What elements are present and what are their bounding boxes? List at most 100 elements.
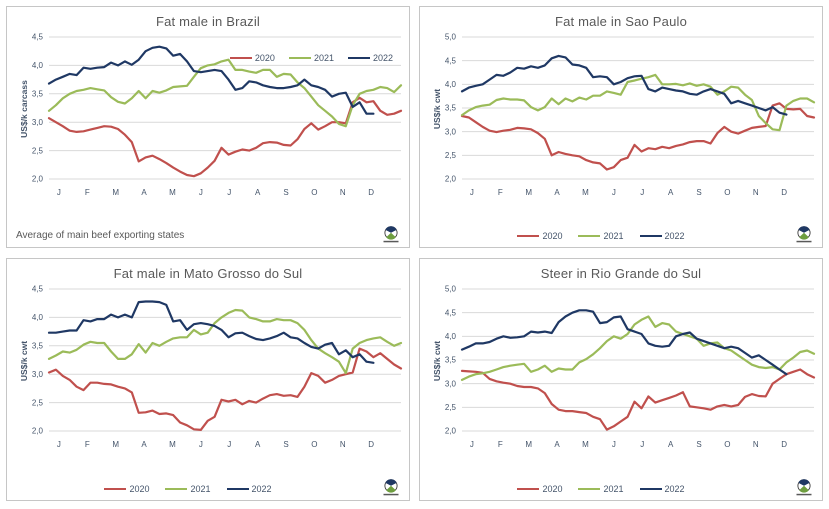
y-tick-label: 4,5 <box>32 33 44 42</box>
legend-label: 2021 <box>190 484 211 494</box>
series-line-2020 <box>47 347 403 431</box>
legend-item-2020: 2020 <box>517 231 562 241</box>
legend-item-2022: 2022 <box>639 484 685 494</box>
y-tick-label: 4,5 <box>445 308 457 317</box>
y-tick-label: 2,5 <box>445 151 457 160</box>
y-tick-label: 5,0 <box>445 33 457 42</box>
series-line-2020 <box>460 102 816 171</box>
series-line-2022 <box>47 45 375 115</box>
y-tick-label: 3,0 <box>32 370 44 379</box>
globe-logo-icon <box>383 479 399 496</box>
legend: 2020 2021 2022 <box>229 53 393 63</box>
x-tick-label: M <box>525 188 532 197</box>
y-tick-label: 5,0 <box>445 285 457 294</box>
x-tick-label: O <box>311 188 317 197</box>
x-tick-label: J <box>199 188 203 197</box>
legend-label: 2021 <box>603 484 624 494</box>
legend-swatch <box>104 487 127 491</box>
line-chart: 4,5 4,0 3,5 3,0 2,5 2,0 J F M A M J J A S O N D <box>32 285 403 449</box>
y-tick-label: 2,0 <box>445 427 457 436</box>
legend-swatch <box>165 487 188 491</box>
series-line-2021 <box>47 58 403 128</box>
x-tick-label: J <box>612 188 616 197</box>
legend-swatch <box>578 234 601 238</box>
x-tick-label: J <box>470 188 474 197</box>
y-tick-label: 2,5 <box>445 403 457 412</box>
series-line-2022 <box>47 300 375 364</box>
line-chart: 5,0 4,5 4,0 3,5 3,0 2,5 2,0 J F M A M J J A S O N D <box>445 33 816 197</box>
y-tick-label: 4,0 <box>445 80 457 89</box>
x-tick-label: F <box>498 188 503 197</box>
x-tick-label: D <box>781 440 787 449</box>
y-tick-label: 2,0 <box>32 175 44 184</box>
x-tick-label: M <box>582 188 589 197</box>
series-line-2021 <box>460 315 816 382</box>
legend-item-2021: 2021 <box>288 53 334 63</box>
y-tick-label: 3,0 <box>445 127 457 136</box>
legend-label: 2020 <box>542 231 563 241</box>
series-line-2021 <box>47 308 403 375</box>
x-tick-label: S <box>283 188 288 197</box>
legend-item-2022: 2022 <box>226 484 272 494</box>
x-tick-label: J <box>57 440 61 449</box>
x-tick-label: A <box>554 440 560 449</box>
x-tick-label: J <box>640 188 644 197</box>
legend: 2020 2021 2022 <box>7 484 369 494</box>
x-tick-label: S <box>283 440 288 449</box>
x-tick-label: A <box>255 440 261 449</box>
x-tick-label: J <box>227 440 231 449</box>
y-tick-label: 4,5 <box>32 285 44 294</box>
y-tick-label: 4,5 <box>445 56 457 65</box>
x-tick-label: A <box>141 188 147 197</box>
x-tick-label: F <box>498 440 503 449</box>
x-tick-label: M <box>169 188 176 197</box>
x-tick-label: F <box>85 440 90 449</box>
x-tick-label: F <box>85 188 90 197</box>
x-tick-label: A <box>668 188 674 197</box>
legend-label: 2022 <box>372 53 393 63</box>
globe-logo-icon <box>796 479 812 496</box>
chart-panel-brazil: Fat male in Brazil US$/k carcass 4,5 4,0 3… <box>6 6 410 248</box>
x-tick-label: A <box>668 440 674 449</box>
series-line-2022 <box>460 309 788 376</box>
legend-label: 2020 <box>542 484 563 494</box>
chart-footnote: Average of main beef exporting states <box>16 230 185 241</box>
legend-label: 2022 <box>664 231 685 241</box>
y-tick-label: 3,5 <box>445 356 457 365</box>
chart-title: Steer in Rio Grande do Sul <box>540 266 702 281</box>
chart-title: Fat male in Brazil <box>155 14 261 29</box>
series-line-2020 <box>47 96 403 178</box>
x-tick-label: O <box>724 188 730 197</box>
y-tick-label: 4,0 <box>445 332 457 341</box>
y-tick-label: 3,0 <box>445 379 457 388</box>
legend-item-2022: 2022 <box>347 53 393 63</box>
legend-label: 2021 <box>313 53 334 63</box>
y-tick-label: 2,0 <box>445 175 457 184</box>
x-tick-label: D <box>368 440 374 449</box>
legend-item-2022: 2022 <box>639 231 685 241</box>
x-tick-label: O <box>311 440 317 449</box>
legend: 2020 2021 2022 <box>420 484 782 494</box>
legend-swatch <box>226 487 249 491</box>
legend-swatch <box>517 487 540 491</box>
x-tick-label: N <box>753 188 759 197</box>
x-tick-label: J <box>470 440 474 449</box>
x-tick-label: S <box>696 188 701 197</box>
x-tick-label: N <box>753 440 759 449</box>
globe-logo-icon <box>796 226 812 243</box>
x-tick-label: N <box>340 188 346 197</box>
legend-item-2020: 2020 <box>517 484 562 494</box>
x-tick-label: D <box>368 188 374 197</box>
x-tick-label: M <box>112 440 119 449</box>
x-tick-label: A <box>255 188 261 197</box>
y-tick-label: 2,5 <box>32 398 44 407</box>
x-tick-label: M <box>169 440 176 449</box>
legend-swatch <box>347 56 370 60</box>
legend-label: 2022 <box>664 484 685 494</box>
x-tick-label: M <box>525 440 532 449</box>
legend-swatch <box>288 56 311 60</box>
x-tick-label: M <box>582 440 589 449</box>
x-tick-label: J <box>640 440 644 449</box>
legend-item-2020: 2020 <box>104 484 149 494</box>
